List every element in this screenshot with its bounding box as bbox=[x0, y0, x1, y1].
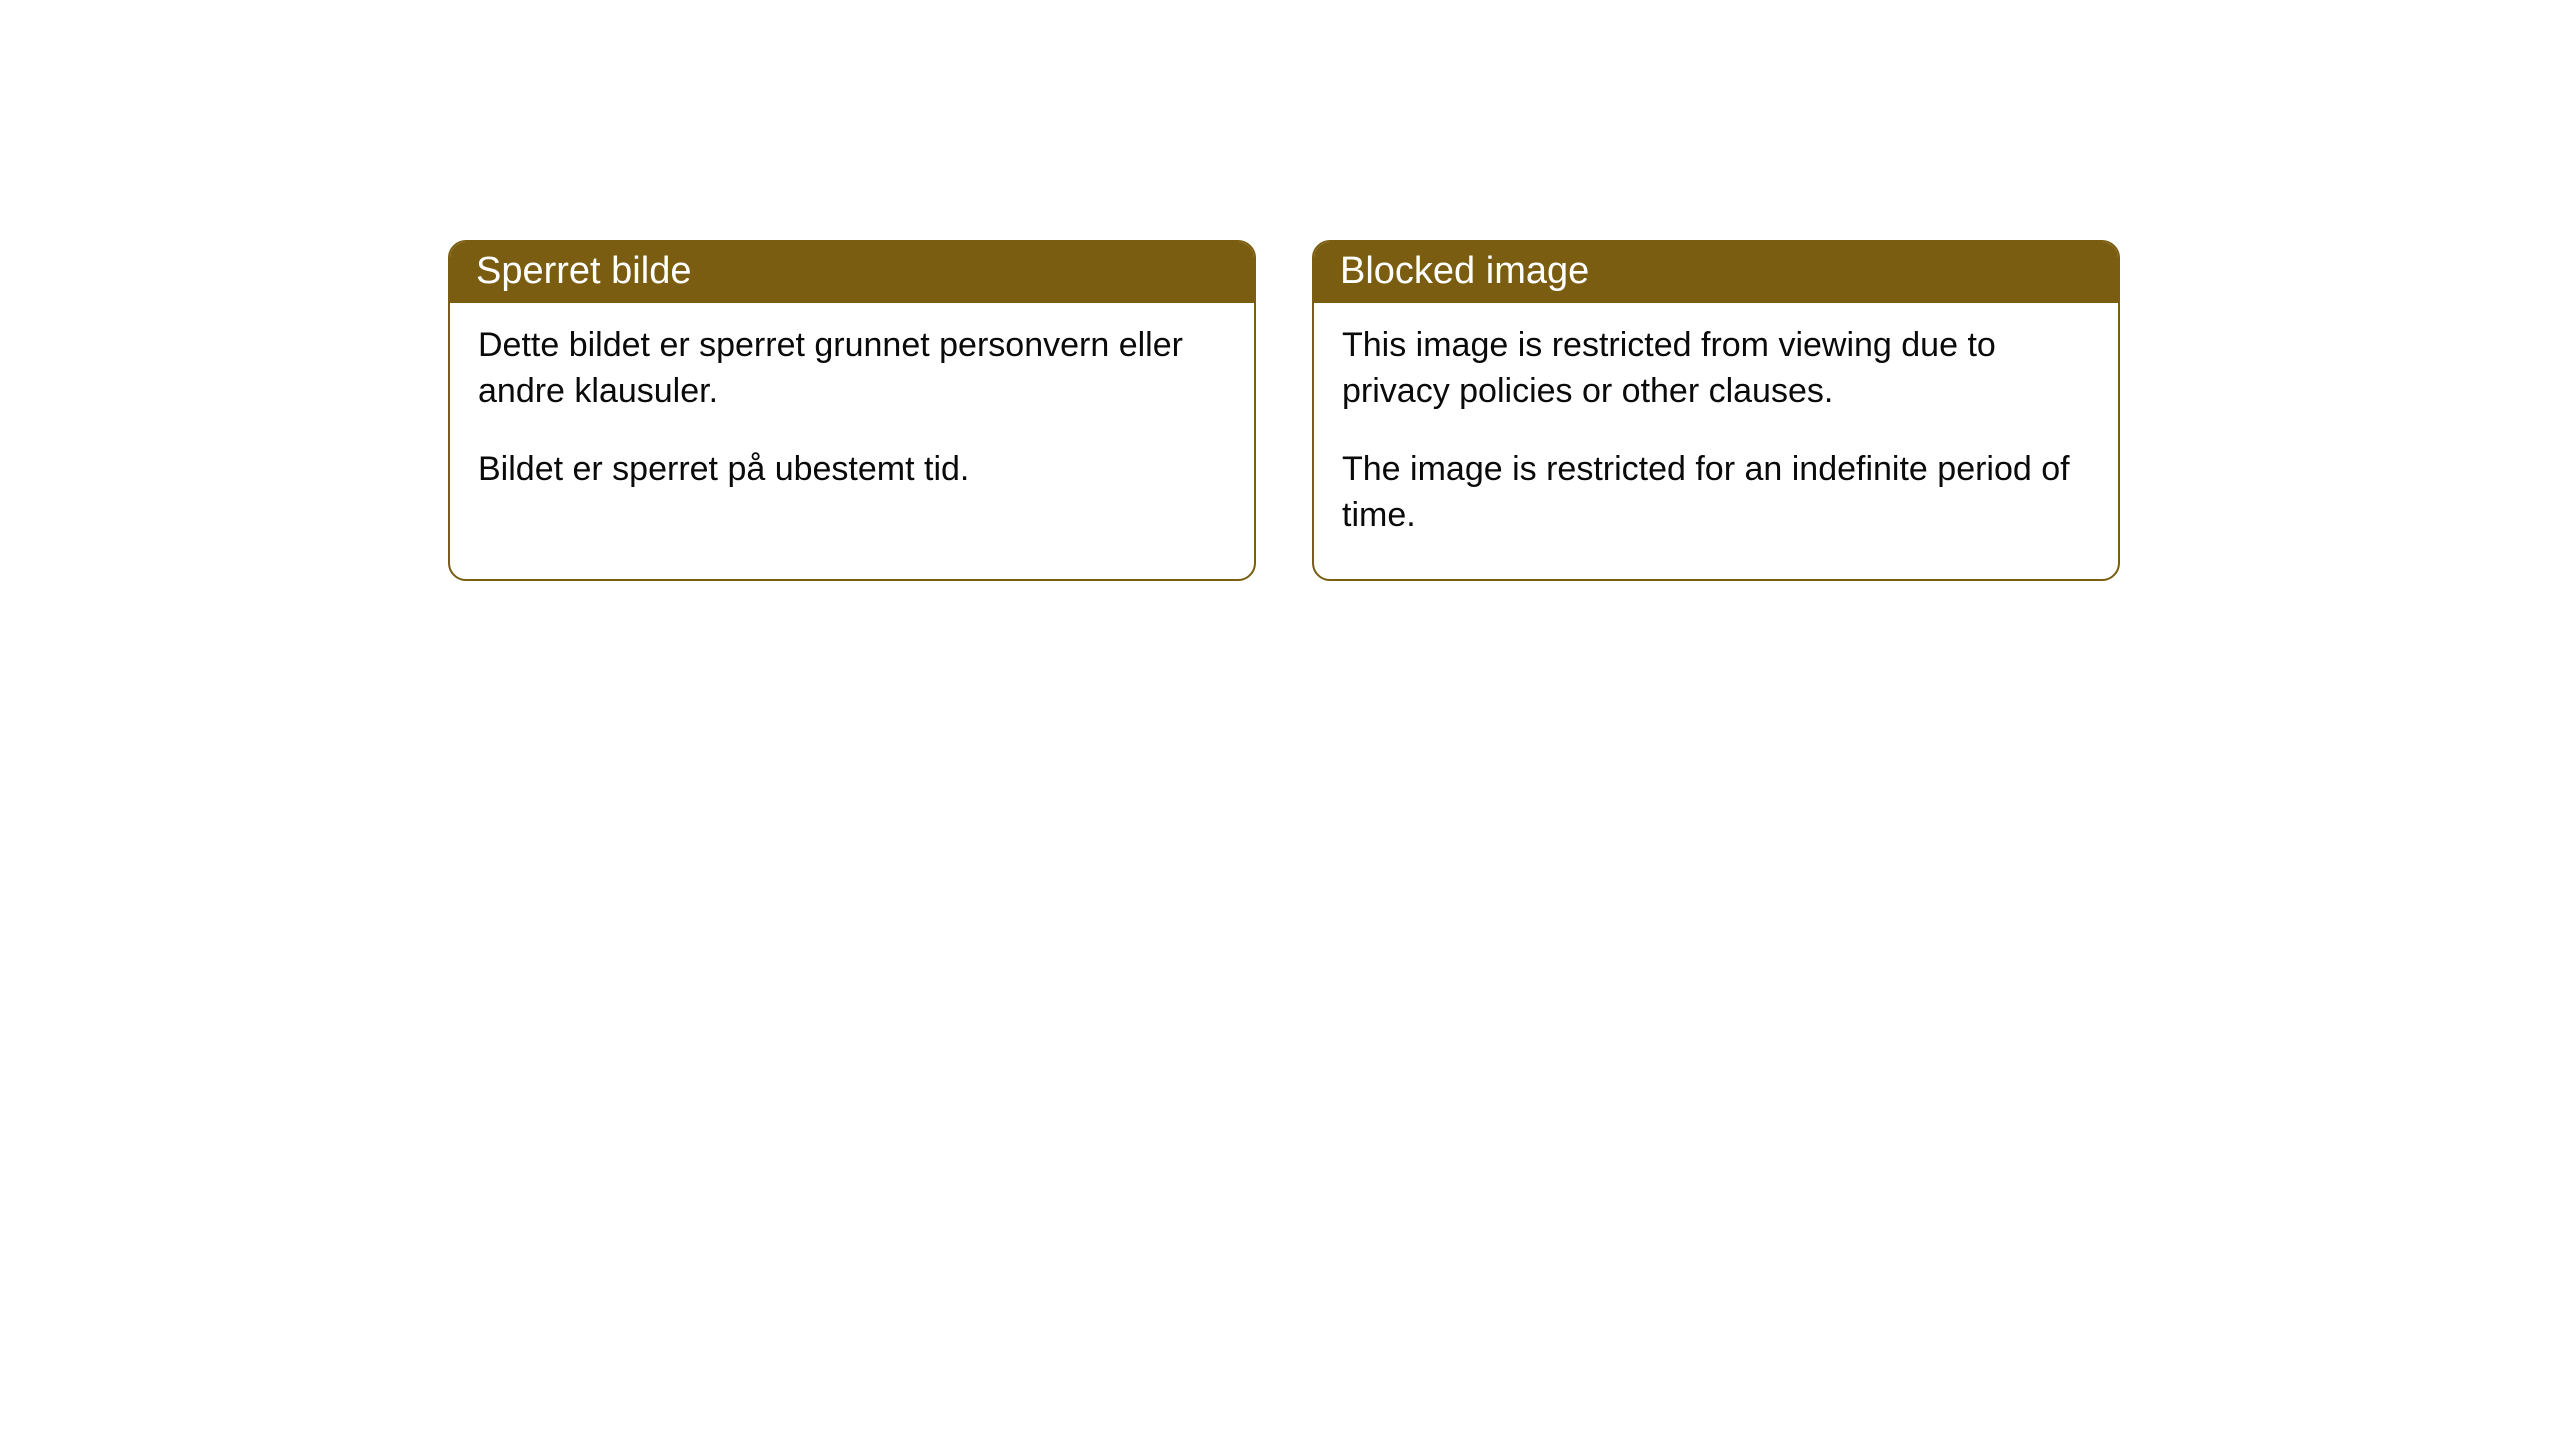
card-title: Blocked image bbox=[1340, 250, 1589, 292]
card-paragraph: Bildet er sperret på ubestemt tid. bbox=[478, 447, 1226, 493]
card-paragraph: Dette bildet er sperret grunnet personve… bbox=[478, 323, 1226, 415]
card-body: Dette bildet er sperret grunnet personve… bbox=[450, 303, 1254, 533]
card-header: Sperret bilde bbox=[450, 242, 1254, 303]
card-header: Blocked image bbox=[1314, 242, 2118, 303]
card-paragraph: The image is restricted for an indefinit… bbox=[1342, 447, 2090, 539]
card-paragraph: This image is restricted from viewing du… bbox=[1342, 323, 2090, 415]
notice-container: Sperret bilde Dette bildet er sperret gr… bbox=[448, 240, 2120, 581]
card-title: Sperret bilde bbox=[476, 250, 691, 292]
card-body: This image is restricted from viewing du… bbox=[1314, 303, 2118, 579]
notice-card-norwegian: Sperret bilde Dette bildet er sperret gr… bbox=[448, 240, 1256, 581]
notice-card-english: Blocked image This image is restricted f… bbox=[1312, 240, 2120, 581]
